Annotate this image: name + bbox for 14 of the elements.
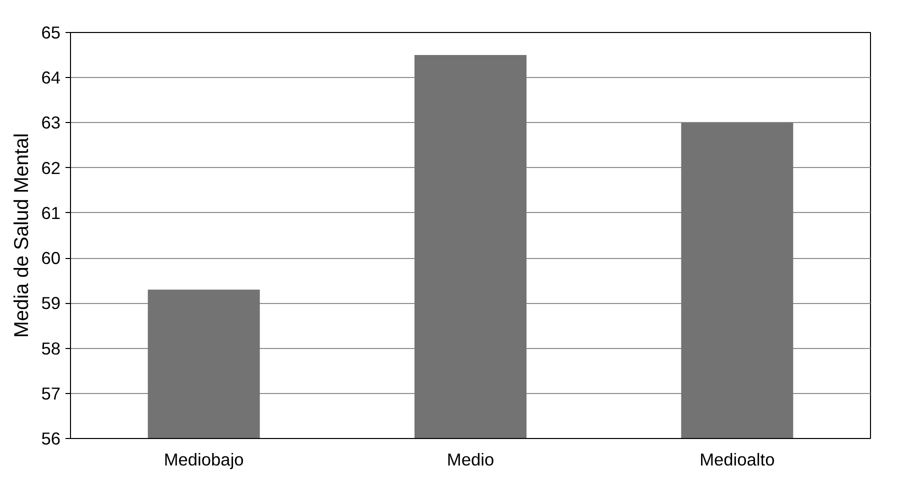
y-tick-label: 57 (41, 383, 61, 404)
y-tick-label: 64 (41, 68, 61, 88)
y-tick-label: 60 (41, 248, 61, 268)
y-tick-label: 56 (41, 428, 61, 448)
x-tick-label: Mediobajo (164, 450, 244, 470)
y-tick-label: 65 (41, 22, 61, 42)
x-tick-label: Medioalto (700, 450, 775, 470)
y-tick-label: 61 (41, 202, 61, 223)
y-tick-label: 63 (41, 112, 61, 133)
y-tick-label: 62 (41, 158, 61, 178)
y-tick-label: 59 (41, 293, 61, 314)
x-tick-label: Medio (446, 450, 494, 470)
y-tick-label: 58 (41, 338, 61, 358)
y-axis-title: Media de Salud Mental (11, 133, 34, 338)
